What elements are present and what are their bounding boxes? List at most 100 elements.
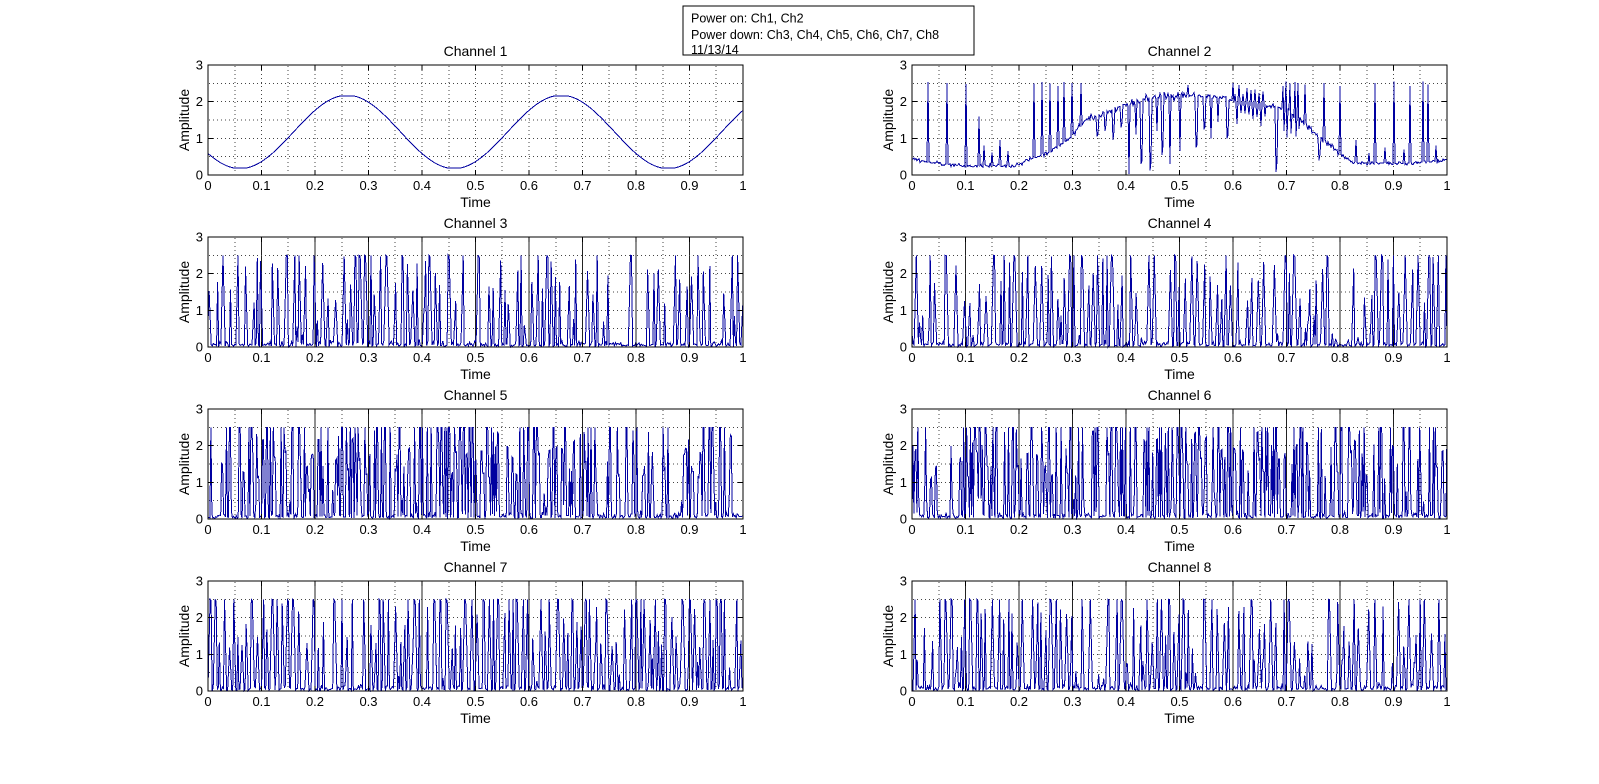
svg-text:0.6: 0.6 [1224, 178, 1242, 193]
svg-text:0: 0 [204, 522, 211, 537]
svg-text:0: 0 [204, 694, 211, 709]
svg-text:0.2: 0.2 [306, 178, 324, 193]
svg-text:Channel 5: Channel 5 [444, 387, 508, 403]
svg-text:2: 2 [196, 438, 203, 453]
svg-text:0.8: 0.8 [1331, 178, 1349, 193]
svg-text:0.3: 0.3 [359, 522, 377, 537]
svg-text:0.6: 0.6 [520, 178, 538, 193]
svg-text:Amplitude: Amplitude [176, 261, 192, 323]
svg-text:0.4: 0.4 [1117, 694, 1135, 709]
svg-text:3: 3 [196, 58, 203, 73]
svg-text:0.4: 0.4 [413, 350, 431, 365]
svg-text:1: 1 [196, 303, 203, 318]
svg-text:Time: Time [460, 194, 491, 210]
svg-text:0.8: 0.8 [1331, 522, 1349, 537]
svg-text:0.3: 0.3 [1063, 178, 1081, 193]
svg-text:Time: Time [460, 538, 491, 554]
svg-text:0.4: 0.4 [1117, 178, 1135, 193]
svg-text:0.5: 0.5 [1170, 178, 1188, 193]
svg-text:1: 1 [739, 694, 746, 709]
svg-text:0.9: 0.9 [1384, 522, 1402, 537]
svg-text:0.9: 0.9 [680, 694, 698, 709]
svg-text:2: 2 [900, 266, 907, 281]
svg-text:0.1: 0.1 [252, 178, 270, 193]
svg-text:3: 3 [900, 402, 907, 417]
svg-text:Time: Time [1164, 366, 1195, 382]
svg-text:0.2: 0.2 [306, 694, 324, 709]
svg-text:0.5: 0.5 [466, 694, 484, 709]
svg-text:0.8: 0.8 [627, 178, 645, 193]
svg-text:0.4: 0.4 [413, 522, 431, 537]
svg-text:0.7: 0.7 [573, 350, 591, 365]
svg-text:0.5: 0.5 [466, 350, 484, 365]
svg-text:2: 2 [900, 610, 907, 625]
svg-text:Amplitude: Amplitude [880, 261, 896, 323]
svg-text:0.6: 0.6 [520, 350, 538, 365]
svg-text:0: 0 [204, 178, 211, 193]
svg-text:0: 0 [908, 350, 915, 365]
svg-text:Channel 8: Channel 8 [1148, 559, 1212, 575]
svg-text:2: 2 [900, 94, 907, 109]
svg-text:0.3: 0.3 [359, 694, 377, 709]
svg-text:0.7: 0.7 [1277, 522, 1295, 537]
svg-text:0.4: 0.4 [1117, 350, 1135, 365]
svg-text:1: 1 [1443, 350, 1450, 365]
svg-text:0.2: 0.2 [306, 522, 324, 537]
svg-text:1: 1 [900, 131, 907, 146]
svg-text:0.9: 0.9 [1384, 178, 1402, 193]
svg-text:Amplitude: Amplitude [880, 89, 896, 151]
svg-text:0.7: 0.7 [1277, 694, 1295, 709]
svg-text:0: 0 [196, 340, 203, 355]
svg-text:3: 3 [900, 58, 907, 73]
svg-text:0: 0 [900, 684, 907, 699]
svg-text:0.1: 0.1 [956, 522, 974, 537]
svg-text:0.4: 0.4 [1117, 522, 1135, 537]
svg-text:0.1: 0.1 [252, 350, 270, 365]
svg-text:Power on: Ch1, Ch2: Power on: Ch1, Ch2 [691, 12, 804, 26]
svg-text:0.5: 0.5 [1170, 350, 1188, 365]
svg-text:1: 1 [1443, 522, 1450, 537]
svg-text:Amplitude: Amplitude [880, 605, 896, 667]
svg-text:2: 2 [900, 438, 907, 453]
svg-text:Amplitude: Amplitude [176, 605, 192, 667]
svg-text:3: 3 [196, 402, 203, 417]
svg-text:Time: Time [1164, 710, 1195, 726]
svg-text:0.9: 0.9 [680, 350, 698, 365]
svg-text:0: 0 [196, 512, 203, 527]
svg-text:0: 0 [196, 684, 203, 699]
svg-text:0.9: 0.9 [1384, 694, 1402, 709]
svg-text:Channel 1: Channel 1 [444, 43, 508, 59]
svg-text:0.8: 0.8 [627, 522, 645, 537]
svg-text:0.8: 0.8 [1331, 694, 1349, 709]
svg-text:0.7: 0.7 [1277, 178, 1295, 193]
svg-text:1: 1 [1443, 178, 1450, 193]
svg-text:0.1: 0.1 [956, 350, 974, 365]
svg-text:0.6: 0.6 [520, 522, 538, 537]
svg-text:1: 1 [900, 647, 907, 662]
svg-text:1: 1 [739, 178, 746, 193]
svg-text:Channel 3: Channel 3 [444, 215, 508, 231]
svg-text:0: 0 [204, 350, 211, 365]
svg-text:1: 1 [739, 350, 746, 365]
svg-text:1: 1 [196, 131, 203, 146]
svg-text:0.2: 0.2 [306, 350, 324, 365]
svg-text:0.2: 0.2 [1010, 522, 1028, 537]
svg-text:1: 1 [196, 475, 203, 490]
svg-text:0.6: 0.6 [1224, 694, 1242, 709]
svg-text:1: 1 [739, 522, 746, 537]
svg-text:0.1: 0.1 [252, 522, 270, 537]
svg-text:Time: Time [1164, 194, 1195, 210]
svg-text:0.9: 0.9 [1384, 350, 1402, 365]
svg-text:1: 1 [1443, 694, 1450, 709]
svg-text:0.4: 0.4 [413, 178, 431, 193]
svg-text:Power down: Ch3, Ch4, Ch5, Ch6: Power down: Ch3, Ch4, Ch5, Ch6, Ch7, Ch8 [691, 28, 939, 42]
svg-text:0.1: 0.1 [956, 178, 974, 193]
svg-text:0: 0 [908, 522, 915, 537]
svg-text:2: 2 [196, 266, 203, 281]
svg-text:0.3: 0.3 [1063, 350, 1081, 365]
svg-text:Time: Time [1164, 538, 1195, 554]
svg-text:3: 3 [196, 574, 203, 589]
svg-text:Channel 6: Channel 6 [1148, 387, 1212, 403]
svg-text:0.9: 0.9 [680, 178, 698, 193]
svg-text:Time: Time [460, 366, 491, 382]
